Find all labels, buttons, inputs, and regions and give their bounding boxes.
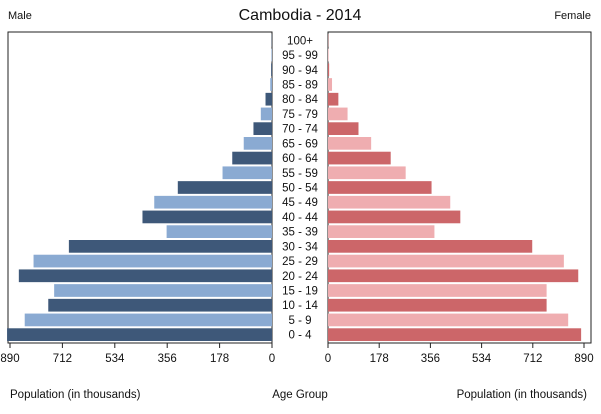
female-bar-14 [328,240,533,253]
male-bar-11 [154,195,272,209]
female-bar-18 [328,298,547,312]
male-tick-label-5: 0 [269,353,275,365]
age-group-label: Age Group [272,389,328,401]
female-bar-11 [328,195,451,209]
age-group-label-5: 75 - 79 [282,109,318,121]
female-bar-4 [328,92,339,106]
male-bar-19 [24,313,272,327]
age-group-label-13: 35 - 39 [282,227,318,239]
female-bar-19 [328,313,569,327]
male-bar-7 [243,137,272,150]
female-tick-label-4: 712 [523,353,542,365]
age-group-label-15: 25 - 29 [282,256,318,268]
female-bar-17 [328,284,547,297]
female-tick-label-0: 0 [325,353,331,365]
male-label: Male [8,10,32,22]
age-group-label-17: 15 - 19 [282,286,318,298]
male-bar-16 [18,269,272,283]
male-tick-label-0: 890 [0,353,19,365]
male-bar-20 [7,328,272,341]
age-group-label-0: 100+ [287,35,313,47]
female-bar-10 [328,181,432,194]
male-bar-5 [260,107,272,121]
age-group-label-2: 90 - 94 [282,65,318,77]
female-bar-3 [328,78,333,91]
male-bar-15 [33,254,272,268]
male-tick-label-1: 712 [53,353,72,365]
male-bar-8 [232,151,272,165]
chart-title: Cambodia - 2014 [239,7,362,24]
age-group-label-9: 55 - 59 [282,168,318,180]
x-axis-label-male: Population (in thousands) [10,389,141,401]
x-axis-label-female: Population (in thousands) [457,389,588,401]
male-bar-6 [253,122,272,135]
female-bar-15 [328,254,564,268]
female-tick-label-2: 356 [421,353,440,365]
male-bar-12 [142,210,272,224]
female-tick-label-5: 890 [574,353,593,365]
age-group-label-12: 40 - 44 [282,212,318,224]
age-group-label-10: 50 - 54 [282,183,318,195]
male-bar-18 [48,298,272,312]
female-bar-13 [328,225,435,238]
age-group-label-20: 0 - 4 [288,330,312,342]
age-group-label-14: 30 - 34 [282,241,318,253]
female-label: Female [554,10,591,22]
female-bar-7 [328,137,372,150]
female-bar-20 [328,328,582,341]
male-bar-14 [68,240,272,253]
male-bar-4 [265,92,272,106]
female-bar-5 [328,107,348,121]
male-bar-2 [271,63,272,77]
age-group-label-18: 10 - 14 [282,300,318,312]
male-tick-label-4: 178 [210,353,229,365]
male-bar-13 [166,225,272,238]
age-group-label-19: 5 - 9 [288,315,311,327]
female-bar-1 [328,48,329,62]
age-group-label-11: 45 - 49 [282,197,318,209]
female-tick-label-1: 178 [370,353,389,365]
female-bar-2 [328,63,330,77]
age-group-label-8: 60 - 64 [282,153,318,165]
age-group-label-3: 85 - 89 [282,80,318,92]
female-bar-6 [328,122,359,135]
female-bar-9 [328,166,406,180]
female-bar-12 [328,210,461,224]
age-group-label-6: 70 - 74 [282,124,318,136]
age-group-label-1: 95 - 99 [282,50,318,62]
male-bar-9 [222,166,272,180]
age-group-label-4: 80 - 84 [282,94,318,106]
age-group-label-16: 20 - 24 [282,271,318,283]
female-bar-16 [328,269,579,283]
age-group-label-7: 65 - 69 [282,138,318,150]
male-bar-1 [271,48,272,62]
male-tick-label-3: 356 [158,353,177,365]
male-bar-10 [177,181,272,194]
male-bar-3 [270,78,272,91]
male-tick-label-2: 534 [105,353,125,365]
female-tick-label-3: 534 [472,353,492,365]
male-bar-17 [54,284,272,297]
female-bar-8 [328,151,391,165]
